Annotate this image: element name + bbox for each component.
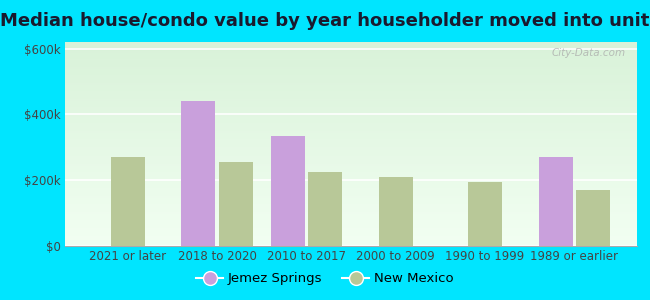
Bar bbox=[308, 172, 342, 246]
Text: Median house/condo value by year householder moved into unit: Median house/condo value by year househo… bbox=[0, 12, 650, 30]
Bar bbox=[576, 190, 610, 246]
Bar bbox=[379, 177, 413, 246]
Text: City-Data.com: City-Data.com bbox=[551, 48, 625, 58]
Bar bbox=[111, 157, 144, 246]
Legend: Jemez Springs, New Mexico: Jemez Springs, New Mexico bbox=[191, 267, 459, 290]
Bar bbox=[539, 157, 573, 246]
Bar bbox=[468, 182, 502, 246]
Bar bbox=[181, 101, 215, 246]
Bar bbox=[270, 136, 304, 246]
Bar bbox=[218, 162, 253, 246]
